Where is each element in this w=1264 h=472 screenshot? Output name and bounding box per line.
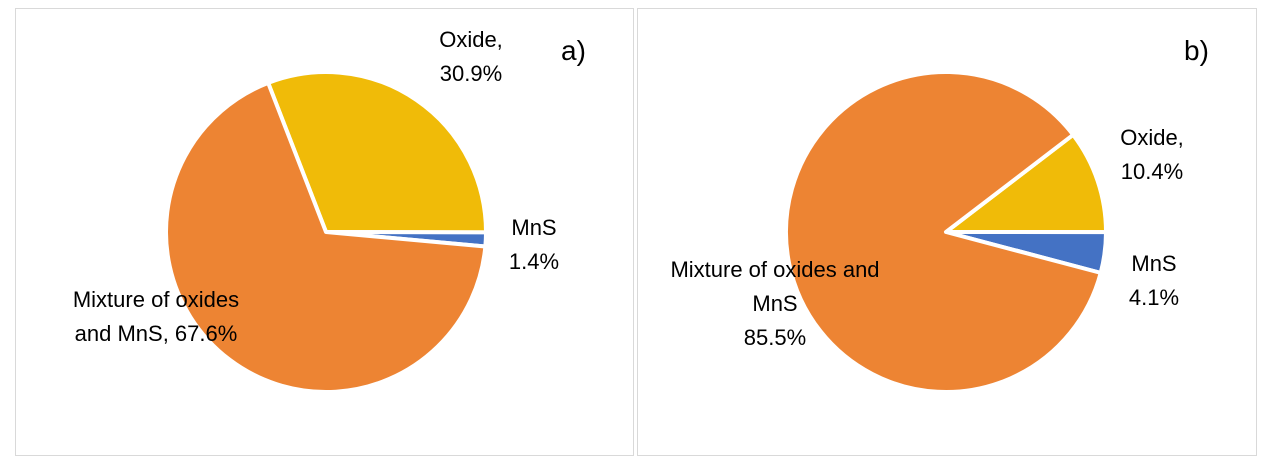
pie-chart-b: b) Oxide, 10.4% MnS 4.1% Mixture of oxid… — [637, 8, 1257, 456]
pie-slice-oxide — [944, 132, 1109, 235]
panel-label-b: b) — [1184, 35, 1209, 66]
mixture-label-b: Mixture of oxides and MnS 85.5% — [670, 257, 880, 350]
pie-a-svg — [164, 70, 488, 394]
pie-b-svg — [784, 70, 1109, 394]
mns-label-a: MnS 1.4% — [508, 215, 560, 274]
pie-slice-mixture-of-oxides-and-mns — [164, 80, 488, 394]
pie-slice-oxide — [266, 70, 488, 235]
mns-label-b: MnS 4.1% — [1128, 251, 1180, 310]
pie-slice-mixture-of-oxides-and-mns — [784, 70, 1103, 394]
panel-label-a: a) — [561, 35, 586, 66]
oxide-label-a: Oxide, 30.9% — [439, 27, 503, 86]
oxide-label-b: Oxide, 10.4% — [1120, 125, 1184, 184]
mixture-label-a: Mixture of oxides and MnS, 67.6% — [72, 287, 240, 346]
pie-chart-a: a) Oxide, 30.9% MnS 1.4% Mixture of oxid… — [15, 8, 634, 456]
